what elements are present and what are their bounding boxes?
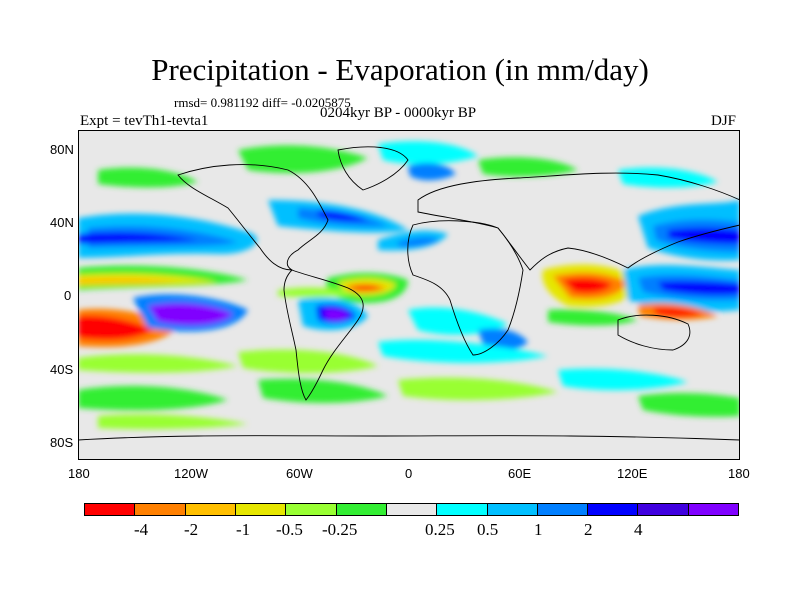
colorbar-box xyxy=(638,504,689,515)
map-title: Precipitation - Evaporation (in mm/day) xyxy=(151,52,649,87)
colorbar-box xyxy=(588,504,639,515)
stats-label: rmsd= 0.981192 diff= -0.0205875 xyxy=(174,95,351,110)
lat-label-40s: 40S xyxy=(50,362,74,377)
lon-label-120w: 120W xyxy=(174,466,208,481)
map-plot xyxy=(78,130,740,460)
colorbar-label: 0.5 xyxy=(477,520,499,539)
lat-label-80s: 80S xyxy=(50,435,74,450)
colorbar-box xyxy=(386,504,438,515)
colorbar-label: -0.25 xyxy=(322,520,358,539)
colorbar-label: 4 xyxy=(634,520,643,539)
colorbar-box xyxy=(437,504,488,515)
colorbar xyxy=(84,503,739,516)
lon-label-180w: 180 xyxy=(68,466,90,481)
lat-label-eq: 0 xyxy=(64,288,72,303)
colorbar-box xyxy=(235,504,287,515)
colorbar-label: -4 xyxy=(134,520,149,539)
lat-label-80n: 80N xyxy=(50,142,74,157)
colorbar-label: 2 xyxy=(584,520,593,539)
colorbar-box xyxy=(537,504,589,515)
lon-label-60e: 60E xyxy=(508,466,532,481)
colorbar-box xyxy=(286,504,337,515)
colorbar-label: -2 xyxy=(184,520,199,539)
colorbar-label: -0.5 xyxy=(276,520,303,539)
colorbar-box xyxy=(185,504,236,515)
lon-label-180e: 180 xyxy=(728,466,750,481)
coastlines xyxy=(78,146,740,441)
period-label: 0204kyr BP - 0000kyr BP xyxy=(320,105,477,121)
colorbar-box xyxy=(688,504,739,515)
lon-label-0: 0 xyxy=(405,466,413,481)
season-label: DJF xyxy=(711,113,737,129)
lon-label-120e: 120E xyxy=(617,466,648,481)
colorbar-box xyxy=(85,504,136,515)
experiment-label: Expt = tevTh1-tevta1 xyxy=(80,113,209,129)
map-field xyxy=(78,130,740,460)
colorbar-box xyxy=(135,504,186,515)
colorbar-label: 1 xyxy=(534,520,543,539)
lat-label-40n: 40N xyxy=(50,215,74,230)
colorbar-label: 0.25 xyxy=(425,520,455,539)
lon-label-60w: 60W xyxy=(286,466,313,481)
colorbar-box xyxy=(336,504,387,515)
colorbar-label: -1 xyxy=(236,520,251,539)
colorbar-box xyxy=(487,504,538,515)
